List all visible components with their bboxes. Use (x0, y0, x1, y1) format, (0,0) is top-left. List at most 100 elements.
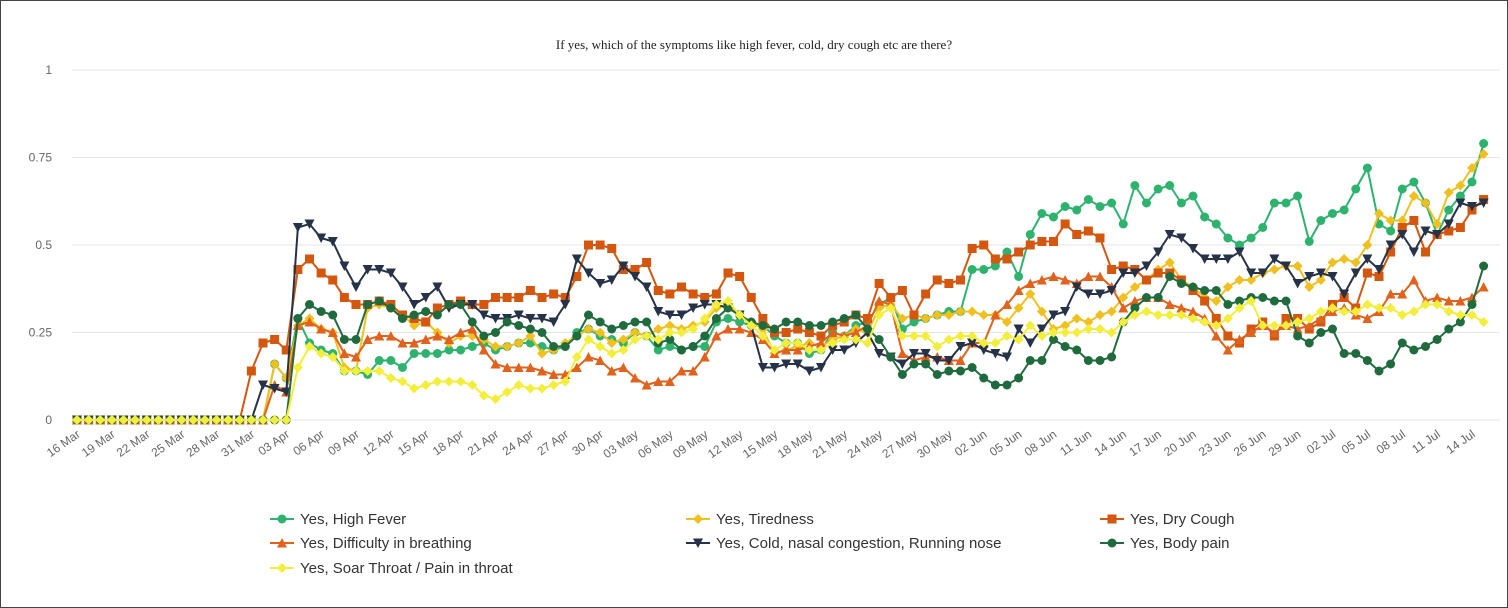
data-point (1397, 230, 1408, 240)
data-point (513, 380, 524, 390)
data-point (374, 296, 384, 306)
data-point (363, 300, 373, 309)
data-point (385, 373, 396, 383)
data-point (1199, 254, 1210, 264)
data-point (1036, 306, 1047, 317)
data-point (1095, 324, 1105, 334)
data-point (327, 352, 338, 362)
data-point (1444, 226, 1454, 236)
data-point (456, 300, 466, 309)
data-point (642, 258, 652, 267)
data-point (1153, 293, 1163, 302)
data-point (1072, 205, 1082, 215)
data-point (793, 324, 803, 334)
data-point (769, 345, 780, 355)
data-point (386, 303, 396, 313)
data-point (525, 331, 536, 341)
data-point (688, 289, 698, 299)
data-point (176, 415, 187, 425)
data-point (386, 356, 396, 365)
data-point (1013, 334, 1024, 345)
data-point (1188, 191, 1198, 201)
data-point (583, 334, 594, 345)
data-point (304, 341, 315, 352)
data-point (1049, 237, 1058, 246)
data-point (618, 261, 629, 271)
data-point (1002, 299, 1012, 309)
data-point (1409, 177, 1419, 187)
legend-item: Yes, Dry Cough (1100, 511, 1235, 528)
data-point (362, 334, 373, 344)
data-point (409, 383, 420, 394)
data-point (1164, 310, 1175, 320)
data-point (804, 345, 815, 355)
data-point (606, 338, 617, 348)
legend-label: Yes, Dry Cough (1130, 511, 1235, 528)
data-point (1443, 296, 1454, 306)
data-point (1118, 292, 1129, 303)
data-point (711, 299, 722, 310)
data-point (1211, 331, 1222, 341)
data-point (525, 314, 536, 324)
data-point (1432, 292, 1443, 302)
data-point (723, 268, 733, 278)
data-point (770, 324, 779, 334)
data-point (677, 282, 686, 292)
data-point (1129, 282, 1140, 292)
data-point (1234, 303, 1245, 313)
data-point (746, 320, 757, 331)
data-point (595, 327, 606, 338)
data-point (351, 352, 361, 362)
data-point (1083, 324, 1094, 334)
data-point (72, 415, 82, 425)
data-point (1014, 247, 1024, 257)
data-point (595, 355, 606, 365)
data-point (1455, 223, 1465, 232)
data-point (246, 366, 256, 376)
data-point (1328, 324, 1337, 334)
data-point (1025, 278, 1036, 288)
data-point (641, 331, 652, 341)
data-point (560, 300, 571, 310)
data-point (700, 342, 710, 351)
data-point (1409, 216, 1419, 225)
data-point (502, 317, 512, 327)
data-point (339, 366, 350, 376)
data-point (630, 272, 640, 282)
data-point (990, 349, 1001, 359)
data-point (1083, 317, 1094, 327)
data-point (1164, 257, 1175, 268)
data-point (1200, 286, 1210, 295)
data-point (525, 324, 535, 334)
data-point (1327, 303, 1338, 313)
data-point (688, 342, 698, 351)
data-point (618, 362, 629, 372)
data-point (874, 279, 884, 288)
data-point (1002, 331, 1012, 341)
data-point (491, 328, 500, 337)
data-point (932, 341, 943, 352)
data-point (1234, 247, 1245, 257)
data-point (269, 384, 280, 394)
data-point (955, 331, 966, 341)
data-point (1467, 177, 1477, 187)
data-point (955, 342, 966, 352)
y-tick-label: 0.75 (29, 151, 53, 165)
data-point (1281, 314, 1291, 323)
data-point (665, 289, 675, 299)
legend-marker (277, 538, 287, 548)
data-point (700, 331, 710, 341)
data-point (514, 293, 524, 302)
data-point (316, 268, 326, 278)
data-point (595, 317, 605, 327)
data-point (467, 317, 477, 327)
data-point (1107, 352, 1117, 362)
data-point (932, 370, 942, 379)
data-point (1362, 163, 1372, 173)
data-point (432, 331, 443, 341)
data-point (1478, 282, 1489, 292)
data-point (1246, 268, 1257, 278)
data-point (292, 223, 303, 233)
data-point (641, 380, 652, 390)
data-point (1060, 320, 1071, 331)
